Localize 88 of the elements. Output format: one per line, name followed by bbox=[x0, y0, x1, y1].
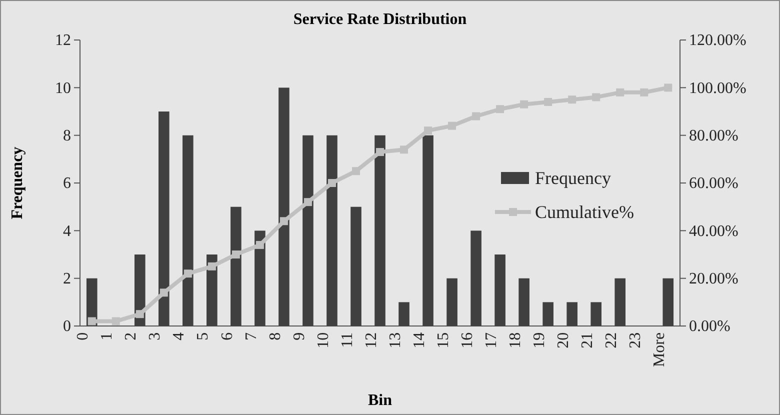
x-tick-label: 12 bbox=[362, 332, 380, 348]
x-tick-label: 15 bbox=[434, 332, 452, 348]
bar bbox=[374, 135, 386, 326]
y-tick-label: 12 bbox=[55, 32, 71, 50]
point bbox=[520, 100, 528, 108]
x-tick-label: 3 bbox=[146, 332, 164, 340]
x-tick-label: 18 bbox=[506, 332, 524, 348]
x-tick-label: 20 bbox=[554, 332, 572, 348]
x-tick-label: 13 bbox=[386, 332, 404, 348]
x-tick-label: 14 bbox=[410, 332, 428, 348]
bar bbox=[302, 135, 314, 326]
y-tick-label: 8 bbox=[63, 127, 71, 144]
y2-tick-label: 20.00% bbox=[689, 270, 738, 288]
bar bbox=[614, 278, 626, 326]
y2-tick-label: 0.00% bbox=[689, 318, 730, 336]
bar bbox=[182, 135, 194, 326]
bar bbox=[398, 302, 410, 326]
bar bbox=[446, 278, 458, 326]
x-tick-label: 22 bbox=[602, 332, 620, 348]
bar bbox=[326, 135, 338, 326]
point bbox=[568, 96, 576, 104]
y-tick-label: 2 bbox=[63, 270, 71, 288]
x-tick-label: 9 bbox=[290, 332, 308, 340]
x-tick-label: 7 bbox=[242, 332, 260, 340]
y2-tick-label: 40.00% bbox=[689, 222, 738, 240]
x-tick-label: 23 bbox=[626, 332, 644, 348]
bar bbox=[230, 206, 242, 326]
bar bbox=[566, 302, 578, 326]
legend-label: Frequency bbox=[535, 168, 611, 188]
x-tick-label: 16 bbox=[458, 332, 476, 348]
bar bbox=[158, 112, 170, 326]
x-tick-label: 6 bbox=[218, 332, 236, 340]
y-axis-title: Frequency bbox=[9, 146, 26, 220]
point bbox=[664, 84, 672, 92]
point bbox=[376, 148, 384, 156]
y-tick-label: 6 bbox=[63, 175, 71, 192]
x-tick-label: 10 bbox=[314, 332, 332, 348]
point bbox=[88, 317, 96, 326]
bar bbox=[278, 88, 290, 326]
bar bbox=[422, 135, 434, 326]
point bbox=[640, 88, 648, 96]
y-tick-label: 4 bbox=[63, 222, 71, 240]
x-tick-label: 21 bbox=[578, 332, 596, 348]
point bbox=[184, 270, 192, 278]
point bbox=[400, 146, 408, 154]
x-tick-label: 8 bbox=[266, 332, 284, 340]
y2-tick-label: 100.00% bbox=[689, 80, 746, 97]
point bbox=[544, 98, 552, 106]
point bbox=[448, 122, 456, 130]
x-tick-label: 19 bbox=[530, 332, 548, 348]
bar bbox=[542, 302, 554, 326]
y2-tick-label: 80.00% bbox=[689, 127, 738, 144]
x-tick-label: 5 bbox=[194, 332, 212, 340]
x-tick-label: 17 bbox=[482, 332, 500, 348]
point bbox=[352, 167, 360, 176]
legend-label: Cumulative% bbox=[535, 202, 634, 222]
x-tick-label: 4 bbox=[170, 332, 188, 340]
y2-tick-label: 60.00% bbox=[689, 175, 738, 192]
point bbox=[328, 179, 336, 187]
point bbox=[496, 105, 504, 114]
bar bbox=[254, 230, 266, 326]
x-tick-label: 1 bbox=[98, 332, 116, 340]
x-axis-title: Bin bbox=[368, 392, 392, 409]
bar bbox=[470, 230, 482, 326]
point bbox=[136, 310, 144, 318]
point bbox=[112, 317, 120, 326]
point bbox=[304, 198, 312, 206]
point bbox=[232, 250, 240, 258]
x-tick-label: 2 bbox=[122, 332, 140, 340]
x-tick-label: 11 bbox=[338, 332, 356, 348]
bar bbox=[494, 254, 506, 326]
chart-title: Service Rate Distribution bbox=[293, 11, 467, 28]
point bbox=[616, 88, 624, 96]
x-tick-label: More bbox=[650, 332, 668, 368]
point bbox=[160, 288, 168, 297]
point bbox=[592, 93, 600, 102]
x-tick-label: 0 bbox=[74, 332, 92, 340]
point bbox=[280, 217, 288, 226]
bar bbox=[350, 206, 362, 326]
bar bbox=[590, 302, 602, 326]
point bbox=[472, 112, 480, 120]
bar bbox=[518, 278, 530, 326]
y2-tick-label: 120.00% bbox=[689, 32, 746, 50]
y-tick-label: 10 bbox=[55, 80, 71, 97]
point bbox=[256, 240, 264, 249]
point bbox=[424, 126, 432, 135]
bar bbox=[662, 278, 674, 326]
point bbox=[208, 262, 216, 270]
